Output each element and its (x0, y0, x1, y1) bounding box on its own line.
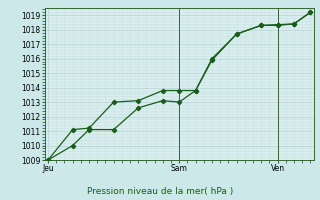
Text: Pression niveau de la mer( hPa ): Pression niveau de la mer( hPa ) (87, 187, 233, 196)
